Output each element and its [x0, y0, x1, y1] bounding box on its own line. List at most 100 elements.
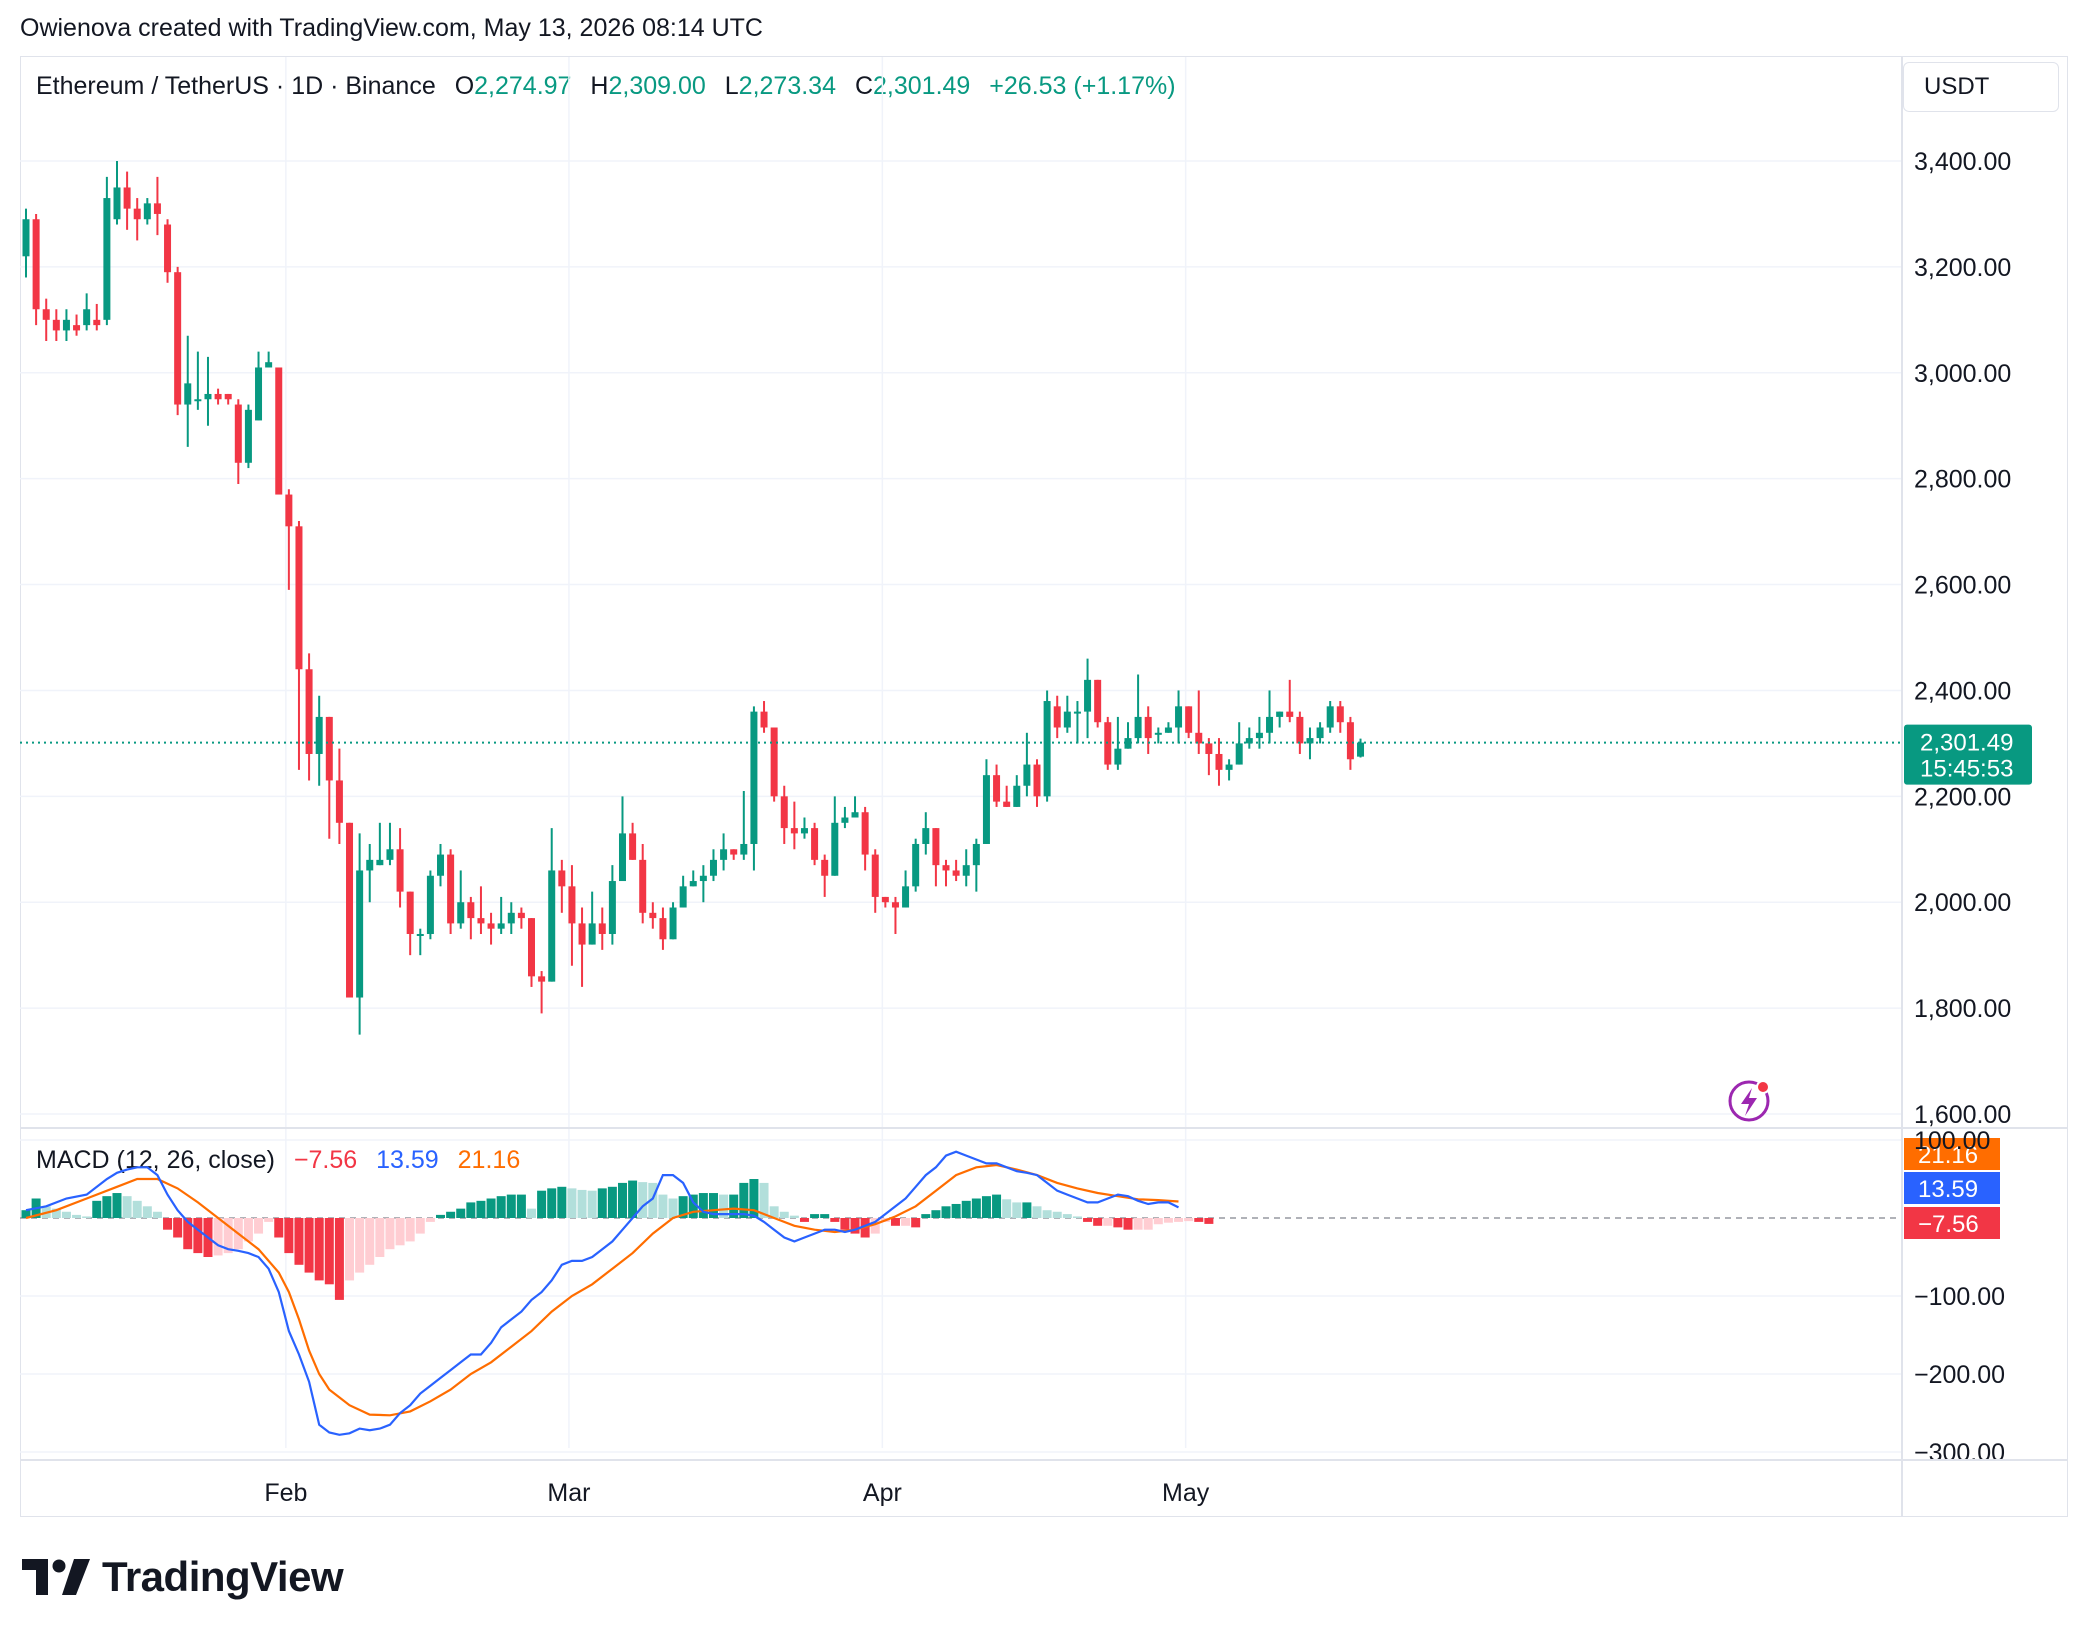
macd-histogram-bar[interactable] [658, 1194, 668, 1218]
candle-body[interactable] [750, 711, 758, 844]
candle-body[interactable] [366, 859, 374, 871]
candle-body[interactable] [32, 219, 40, 310]
candle-body[interactable] [558, 870, 566, 887]
candle-body[interactable] [1225, 764, 1233, 770]
macd-signal-badge[interactable]: 21.16 [1918, 1142, 1978, 1169]
candle-body[interactable] [1175, 706, 1183, 728]
macd-histogram-bar[interactable] [365, 1218, 375, 1265]
candle-body[interactable] [1235, 743, 1243, 765]
macd-histogram-bar[interactable] [567, 1188, 577, 1218]
macd-histogram-bar[interactable] [769, 1206, 779, 1218]
macd-histogram-bar[interactable] [577, 1189, 587, 1218]
candle-body[interactable] [1357, 742, 1365, 757]
macd-histogram-bar[interactable] [51, 1208, 61, 1218]
candle-body[interactable] [174, 272, 182, 405]
macd-histogram-bar[interactable] [648, 1182, 658, 1218]
candle-body[interactable] [1326, 706, 1334, 728]
candle-body[interactable] [1336, 706, 1344, 723]
macd-histogram-bar[interactable] [324, 1218, 334, 1285]
candle-body[interactable] [578, 923, 586, 945]
candle-body[interactable] [1063, 711, 1071, 728]
candle-body[interactable] [780, 796, 788, 829]
macd-histogram-bar[interactable] [1022, 1202, 1032, 1218]
macd-histogram-bar[interactable] [183, 1218, 193, 1250]
candle-body[interactable] [1185, 706, 1193, 733]
macd-histogram-bar[interactable] [729, 1194, 739, 1218]
macd-line[interactable] [25, 1150, 1179, 1436]
macd-histogram-bar[interactable] [1133, 1218, 1143, 1230]
candle-body[interactable] [709, 859, 717, 876]
macd-histogram-bar[interactable] [436, 1214, 446, 1218]
macd-histogram-bar[interactable] [213, 1218, 223, 1256]
candle-body[interactable] [447, 854, 455, 924]
candle-body[interactable] [811, 828, 819, 860]
candle-body[interactable] [133, 208, 141, 220]
candle-body[interactable] [902, 886, 910, 908]
macd-histogram-bar[interactable] [638, 1182, 648, 1218]
macd-histogram-bar[interactable] [1012, 1202, 1022, 1218]
macd-histogram-bar[interactable] [992, 1194, 1002, 1218]
candle-body[interactable] [588, 923, 596, 945]
macd-histogram-bar[interactable] [820, 1214, 830, 1218]
macd-histogram-bar[interactable] [719, 1194, 729, 1218]
candle-body[interactable] [1134, 716, 1142, 739]
macd-histogram-bar[interactable] [688, 1194, 698, 1218]
candle-body[interactable] [659, 918, 667, 940]
macd-line-badge[interactable]: 13.59 [1918, 1176, 1978, 1203]
candle-body[interactable] [548, 870, 556, 982]
candle-body[interactable] [770, 727, 778, 797]
candle-body[interactable] [416, 933, 424, 936]
macd-histogram-bar[interactable] [425, 1218, 435, 1222]
macd-histogram-bar[interactable] [446, 1211, 456, 1218]
candle-body[interactable] [1276, 711, 1284, 717]
macd-histogram-bar[interactable] [971, 1198, 981, 1219]
candle-body[interactable] [265, 362, 273, 368]
symbol-name[interactable]: Ethereum / TetherUS · 1D · Binance [36, 72, 436, 100]
candle-body[interactable] [618, 833, 626, 882]
macd-histogram-bar[interactable] [1153, 1218, 1163, 1225]
candle-body[interactable] [790, 828, 798, 834]
candle-body[interactable] [1286, 711, 1294, 717]
candle-body[interactable] [639, 859, 647, 913]
candle-body[interactable] [62, 319, 70, 331]
candle-body[interactable] [982, 775, 990, 844]
candle-body[interactable] [497, 923, 505, 929]
macd-histogram-bar[interactable] [890, 1218, 900, 1226]
macd-histogram-bar[interactable] [799, 1218, 809, 1222]
macd-histogram-bar[interactable] [870, 1218, 880, 1234]
candle-body[interactable] [1346, 722, 1354, 760]
candle-body[interactable] [912, 843, 920, 887]
candle-body[interactable] [1306, 738, 1314, 744]
candle-body[interactable] [800, 828, 808, 834]
candle-body[interactable] [1144, 716, 1152, 739]
candle-body[interactable] [1013, 785, 1021, 807]
macd-histogram-bar[interactable] [1204, 1218, 1214, 1224]
macd-histogram-bar[interactable] [840, 1218, 850, 1230]
macd-histogram-bar[interactable] [1194, 1218, 1204, 1222]
macd-histogram-bar[interactable] [243, 1218, 253, 1242]
candle-body[interactable] [467, 902, 475, 919]
candle-body[interactable] [760, 711, 768, 728]
candle-body[interactable] [831, 822, 839, 876]
macd-histogram-bar[interactable] [294, 1218, 304, 1265]
macd-histogram-bar[interactable] [547, 1188, 557, 1218]
candle-body[interactable] [699, 875, 707, 882]
tradingview-logo[interactable]: TradingView [22, 1552, 344, 1602]
candle-body[interactable] [93, 319, 101, 326]
macd-histogram-bar[interactable] [1032, 1206, 1042, 1218]
macd-histogram-bar[interactable] [1103, 1218, 1113, 1226]
candle-body[interactable] [538, 976, 546, 982]
candle-body[interactable] [376, 859, 384, 866]
candle-body[interactable] [598, 923, 606, 934]
candle-body[interactable] [1023, 764, 1031, 786]
candle-body[interactable] [406, 891, 414, 934]
macd-histogram-bar[interactable] [1052, 1211, 1062, 1218]
candle-body[interactable] [1033, 764, 1041, 797]
macd-histogram-bar[interactable] [486, 1198, 496, 1219]
macd-histogram-bar[interactable] [1143, 1218, 1153, 1230]
macd-histogram-bar[interactable] [1002, 1199, 1012, 1218]
candle-body[interactable] [972, 843, 980, 866]
candle-body[interactable] [1195, 732, 1203, 744]
macd-histogram-bar[interactable] [901, 1218, 911, 1226]
